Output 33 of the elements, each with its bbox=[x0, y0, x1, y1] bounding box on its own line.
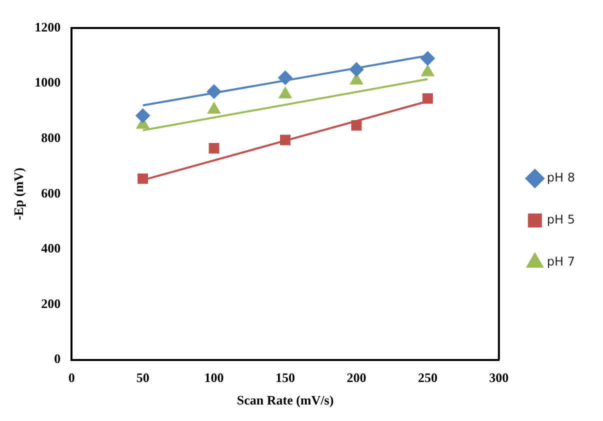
x-tick-label: 50 bbox=[136, 370, 150, 385]
point bbox=[350, 74, 363, 85]
x-tick-label: 300 bbox=[489, 370, 509, 385]
point bbox=[351, 120, 362, 131]
y-tick-label: 1200 bbox=[34, 19, 61, 34]
point bbox=[349, 62, 364, 76]
point bbox=[136, 108, 150, 123]
legend-label: pH 7 bbox=[546, 254, 576, 269]
x-tick-label: 250 bbox=[418, 370, 438, 385]
point bbox=[208, 102, 220, 114]
y-tick-label: 200 bbox=[41, 296, 61, 311]
point bbox=[421, 65, 434, 76]
point bbox=[279, 87, 292, 98]
x-tick-label: 0 bbox=[68, 370, 75, 385]
point bbox=[278, 70, 292, 85]
point bbox=[138, 173, 148, 184]
x-tick-label: 150 bbox=[276, 370, 296, 385]
legend-label: pH 8 bbox=[546, 170, 576, 185]
point bbox=[280, 134, 290, 146]
x-tick-label: 200 bbox=[346, 370, 366, 385]
y-tick-label: 0 bbox=[54, 351, 61, 366]
point bbox=[207, 84, 222, 99]
legend-label: pH 5 bbox=[546, 212, 576, 227]
point bbox=[422, 93, 433, 104]
point bbox=[208, 143, 220, 154]
y-tick-label: 600 bbox=[41, 185, 61, 200]
y-axis-title: -Ep (mV) bbox=[11, 168, 26, 220]
y-tick-label: 800 bbox=[41, 130, 61, 145]
point bbox=[420, 51, 435, 66]
x-axis-title: Scan Rate (mV/s) bbox=[236, 392, 334, 408]
y-tick-label: 400 bbox=[41, 240, 61, 256]
y-tick-label: 1000 bbox=[34, 74, 61, 90]
x-tick-label: 100 bbox=[204, 370, 224, 385]
